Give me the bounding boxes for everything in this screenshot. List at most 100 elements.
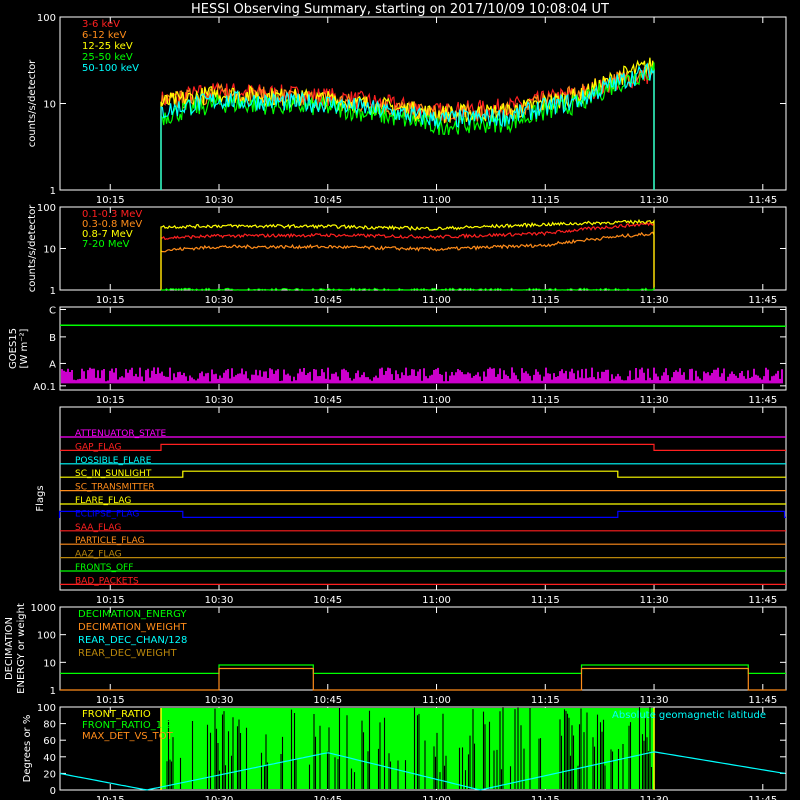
x-tick-label: 11:00 [422, 595, 451, 606]
legend-entry: REAR_DEC_CHAN/128 [78, 635, 187, 646]
x-tick-label: 11:15 [531, 395, 560, 406]
legend-entry: FRONT_RATIO [82, 709, 151, 720]
y-tick-label: 100 [37, 13, 56, 24]
legend-entry: 0.8-7 MeV [82, 229, 133, 240]
panel-frame [59, 406, 787, 591]
y-tick-label: 0 [50, 786, 56, 797]
x-tick-label: 10:30 [205, 395, 234, 406]
series-0.8-7 MeV [160, 218, 655, 290]
series-25-50 keV [160, 62, 655, 190]
y-tick-label: 20 [43, 769, 56, 780]
x-tick-label: 10:45 [313, 595, 342, 606]
x-tick-label: 11:45 [748, 395, 777, 406]
flag-label: BAD_PACKETS [75, 576, 139, 586]
x-tick-label: 11:00 [422, 695, 451, 706]
series-0.3-0.8 MeV [160, 231, 655, 290]
panel-low-energy: 10:15 10:30 10:45 11:00 11:15 11:30 11:45 1 10 10… [27, 13, 787, 206]
x-tick-label: 11:45 [748, 795, 777, 800]
y-axis-label: counts/s/detector [27, 204, 38, 292]
x-tick-label: 10:15 [96, 295, 125, 306]
x-tick-label: 10:15 [96, 395, 125, 406]
series-0.1-0.3 MeV [160, 221, 655, 290]
legend-entry: 6-12 keV [82, 30, 126, 41]
annotation-geomagnetic-latitude: Absolute geomagnetic latitude [612, 710, 766, 721]
x-tick-label: 11:00 [422, 295, 451, 306]
x-tick-label: 10:45 [313, 795, 342, 800]
flag-label: ECLIPSE_FLAG [75, 509, 139, 519]
flag-label: GAP_FLAG [75, 442, 121, 452]
legend-entry: 7-20 MeV [82, 239, 130, 250]
y-axis-label: ENERGY or weight [16, 603, 27, 694]
flag-label: AAZ_FLAG [75, 550, 122, 560]
series-goes-long [59, 324, 787, 328]
y-tick-label: 1000 [31, 603, 56, 614]
x-tick-label: 11:00 [422, 395, 451, 406]
x-tick-label: 10:45 [313, 395, 342, 406]
x-tick-label: 11:00 [422, 795, 451, 800]
series-3-6 keV [160, 67, 655, 190]
series-goes-short [61, 367, 783, 384]
x-tick-label: 10:15 [96, 795, 125, 800]
y-tick-label: 10 [43, 245, 56, 256]
x-tick-label: 10:15 [96, 695, 125, 706]
y-tick-label: 1 [50, 286, 56, 297]
y-tick-label: B [49, 333, 56, 344]
legend-entry: DECIMATION_ENERGY [78, 609, 187, 620]
y-tick-label: C [49, 305, 56, 316]
series-geomagnetic-latitude [59, 751, 786, 791]
x-tick-label: 10:30 [205, 695, 234, 706]
flag-label: PARTICLE_FLAG [75, 536, 145, 546]
legend-entry: FRONT_RATIO_1-2 [82, 720, 172, 731]
x-tick-label: 10:15 [96, 595, 125, 606]
legend-entry: 50-100 keV [82, 63, 139, 74]
flag-label: SC_IN_SUNLIGHT [75, 469, 152, 479]
x-tick-label: 11:30 [640, 395, 669, 406]
y-tick-label: 100 [37, 703, 56, 714]
series-DECIMATION_WEIGHT [60, 667, 786, 691]
flag-label: POSSIBLE_FLARE [75, 456, 152, 466]
x-tick-label: 10:15 [96, 195, 125, 206]
series-50-100 keV [160, 62, 655, 190]
legend-entry: 12-25 keV [82, 41, 133, 52]
flag-label: FRONTS_OFF [75, 563, 133, 573]
x-tick-label: 11:15 [531, 695, 560, 706]
y-tick-label: 1 [50, 186, 56, 197]
y-tick-label: 60 [43, 736, 56, 747]
y-tick-label: A [49, 359, 56, 370]
series-DECIMATION_ENERGY [60, 664, 786, 674]
x-tick-label: 11:45 [748, 295, 777, 306]
panel-goes: 10:15 10:30 10:45 11:00 11:15 11:30 11:45 A0.1 A… [8, 305, 787, 406]
panel-frame [59, 706, 787, 791]
panel-flags: 10:15 10:30 10:45 11:00 11:15 11:30 11:45 Flags… [35, 406, 787, 606]
panel-high-energy: 10:15 10:30 10:45 11:00 11:15 11:30 11:45 1 10 10… [27, 203, 787, 306]
x-tick-label: 10:30 [205, 195, 234, 206]
y-axis-label: DECIMATION [4, 617, 15, 680]
x-tick-label: 11:30 [640, 795, 669, 800]
x-tick-label: 11:45 [748, 595, 777, 606]
legend-entry: REAR_DEC_WEIGHT [78, 648, 177, 659]
x-tick-label: 11:00 [422, 195, 451, 206]
legend-entry: 3-6 keV [82, 19, 120, 30]
ratio-gaps [166, 707, 653, 789]
y-axis-label: Degrees or % [22, 715, 33, 783]
x-tick-label: 11:30 [640, 595, 669, 606]
legend-entry: 0.3-0.8 MeV [82, 219, 142, 230]
panel-ratios: 10:15 10:30 10:45 11:00 11:15 11:30 11:45 0 20 40… [22, 703, 787, 800]
x-tick-label: 11:30 [640, 195, 669, 206]
x-tick-label: 11:30 [640, 695, 669, 706]
y-axis-label: counts/s/detector [27, 59, 38, 147]
flag-label: SC_TRANSMITTER [75, 483, 155, 493]
x-tick-label: 11:45 [748, 195, 777, 206]
x-tick-label: 11:15 [531, 795, 560, 800]
y-tick-label: 1 [50, 686, 56, 697]
y-tick-label: 80 [43, 720, 56, 731]
y-tick-label: 100 [37, 203, 56, 214]
series-6-12 keV [160, 63, 655, 190]
x-tick-label: 10:30 [205, 295, 234, 306]
legend-entry: DECIMATION_WEIGHT [78, 622, 187, 633]
y-tick-label: 100 [37, 631, 56, 642]
x-tick-label: 10:30 [205, 595, 234, 606]
x-tick-label: 10:45 [313, 295, 342, 306]
y-axis-label: Flags [35, 485, 46, 511]
